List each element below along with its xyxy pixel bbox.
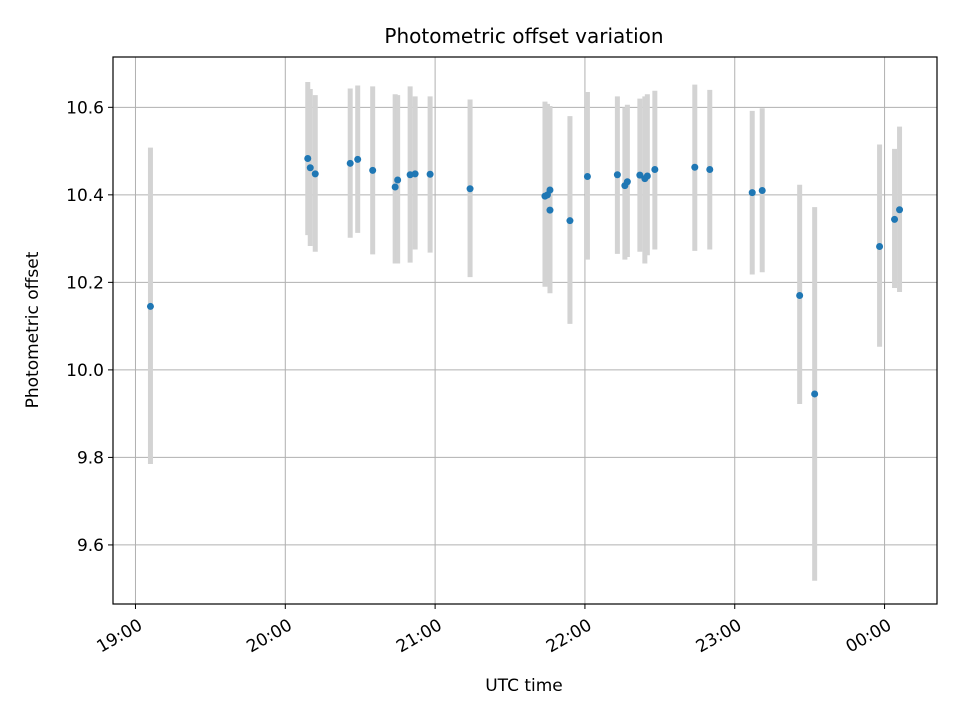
y-tick-label: 10.4: [66, 186, 104, 206]
data-point: [691, 163, 699, 171]
data-point: [566, 217, 574, 225]
y-axis-label: Photometric offset: [23, 251, 43, 408]
y-tick-label: 10.2: [66, 273, 104, 293]
data-point: [623, 178, 631, 186]
chart-title: Photometric offset variation: [384, 24, 663, 48]
x-tick-label: 19:00: [94, 615, 146, 657]
data-point: [891, 215, 899, 223]
data-point: [643, 172, 651, 180]
x-tick-label: 21:00: [393, 615, 445, 657]
data-point: [146, 302, 154, 310]
data-point: [796, 291, 804, 299]
data-point: [354, 155, 362, 163]
data-point: [394, 176, 402, 184]
error-bars: [147, 81, 903, 581]
y-tick-label: 9.6: [77, 536, 104, 556]
data-point: [876, 242, 884, 250]
data-points: [146, 155, 904, 398]
data-point: [311, 170, 319, 178]
data-point: [411, 170, 419, 178]
x-tick-label: 20:00: [243, 615, 295, 657]
data-point: [758, 186, 766, 194]
x-tick-label: 22:00: [543, 615, 595, 657]
data-point: [304, 155, 312, 163]
data-point: [748, 189, 756, 197]
data-point: [426, 170, 434, 178]
x-tick-label: 23:00: [693, 615, 745, 657]
data-point: [706, 165, 714, 173]
data-point: [369, 166, 377, 174]
data-point: [306, 164, 314, 172]
data-point: [546, 206, 554, 214]
data-point: [811, 390, 819, 398]
data-point: [391, 183, 399, 191]
data-point: [636, 171, 644, 179]
data-point: [583, 172, 591, 180]
x-axis-label: UTC time: [485, 676, 563, 696]
data-point: [651, 165, 659, 173]
data-point: [896, 206, 904, 214]
x-tick-label: 00:00: [843, 615, 895, 657]
data-point: [346, 159, 354, 167]
plot-area-frame: [112, 56, 938, 605]
data-point: [613, 171, 621, 179]
y-tick-label: 10.6: [66, 98, 104, 118]
y-tick-label: 9.8: [77, 448, 104, 468]
y-tick-label: 10.0: [66, 361, 104, 381]
data-point: [466, 185, 474, 193]
data-point: [546, 186, 554, 194]
axis-ticks: 19:00 20:00 21:00 22:00 23:00 00:00 9.6 9.8 10.0…: [66, 98, 895, 657]
